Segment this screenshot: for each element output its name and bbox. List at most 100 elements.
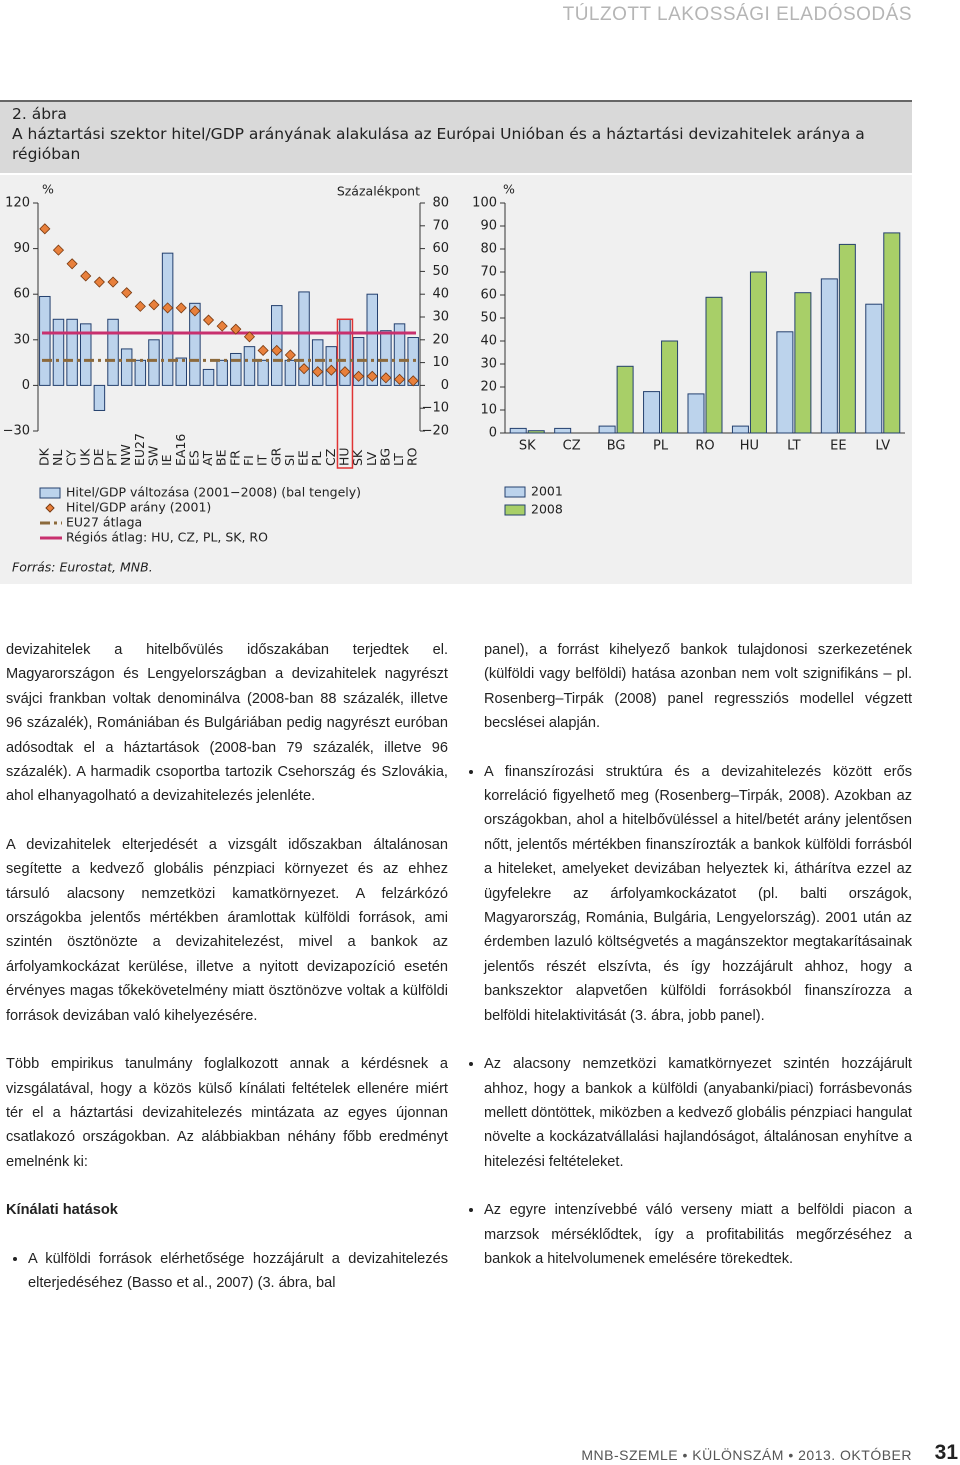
legend-label: EU27 átlaga <box>66 515 142 530</box>
diamond-marker <box>39 223 51 235</box>
x-tick-label: LT <box>787 439 800 454</box>
tick-label: 80 <box>432 196 449 211</box>
bar <box>202 368 215 386</box>
tick-label: 20 <box>432 332 449 347</box>
tick-label: 120 <box>5 196 30 211</box>
tick-label: 60 <box>480 288 497 303</box>
legend-swatch <box>504 486 526 498</box>
legend-swatch <box>45 503 55 513</box>
bar <box>554 427 572 434</box>
diamond-marker <box>243 331 256 343</box>
x-tick-label: ES <box>186 450 201 466</box>
bar <box>148 339 160 386</box>
x-tick-label: LV <box>875 439 890 454</box>
diamond-marker <box>325 364 337 376</box>
x-tick-label: FR <box>227 450 242 466</box>
bar <box>616 365 634 434</box>
right-column: panel), a forrást kihelyező bankok tulaj… <box>484 638 912 1295</box>
legend-swatch <box>39 487 61 499</box>
bar <box>161 252 174 386</box>
legend-label: 2001 <box>531 484 563 499</box>
bar <box>776 331 794 434</box>
tick-label: 10 <box>480 403 497 418</box>
diamond-marker <box>312 366 324 378</box>
diamond-marker <box>284 349 296 361</box>
tick-label: 30 <box>13 332 30 347</box>
bar <box>120 348 133 386</box>
legend-label: Hitel/GDP változása (2001−2008) (bal ten… <box>66 485 361 500</box>
tick-label: 50 <box>432 264 449 279</box>
diamond-marker <box>271 344 283 357</box>
x-tick-label: GR <box>268 447 283 466</box>
x-tick-label: CZ <box>563 439 581 454</box>
tick-label: 50 <box>480 311 497 326</box>
bar <box>216 359 228 386</box>
x-tick-label: EE <box>296 450 311 466</box>
tick-label: 60 <box>13 287 30 302</box>
tick-label: 70 <box>480 265 497 280</box>
x-tick-label: FI <box>241 455 256 466</box>
bar <box>393 323 406 386</box>
x-tick-label: CY <box>64 449 79 466</box>
legend-swatch <box>504 504 526 516</box>
legend-label: Hitel/GDP arány (2001) <box>66 500 211 515</box>
footer-journal: MNB-SZEMLE • KÜLÖNSZÁM • 2013. OKTÓBER <box>581 1447 912 1463</box>
x-tick-label: AT <box>200 450 215 466</box>
bar <box>66 318 78 386</box>
x-tick-label: HU <box>740 439 759 454</box>
tick-label: 20 <box>480 380 497 395</box>
diamond-marker <box>175 302 187 314</box>
x-tick-label: SI <box>282 454 297 466</box>
bar <box>189 302 201 386</box>
tick-label: 0 <box>22 378 30 393</box>
tick-label: −30 <box>3 424 30 439</box>
bar <box>93 384 106 411</box>
bullet: A külföldi források elérhetősége hozzájá… <box>28 1247 448 1296</box>
x-tick-label: BG <box>607 439 626 454</box>
x-tick-label: CZ <box>323 449 338 466</box>
bar <box>257 359 269 386</box>
bar <box>527 430 545 434</box>
bar <box>134 359 147 386</box>
tick-label: 10 <box>432 355 449 370</box>
diamond-marker <box>121 287 133 299</box>
x-tick-label: RO <box>405 447 420 466</box>
x-tick-label: PT <box>105 450 120 466</box>
x-tick-label: UK <box>77 448 92 466</box>
legend-label: 2008 <box>531 502 563 517</box>
diamond-marker <box>366 370 378 382</box>
x-tick-label: BE <box>214 449 229 466</box>
bar <box>687 393 705 434</box>
bar <box>883 232 901 434</box>
x-tick-label: EE <box>830 439 846 454</box>
tick-label: −20 <box>422 424 449 439</box>
bar <box>749 271 767 434</box>
diamond-marker <box>148 299 160 311</box>
y-axis-label: % <box>42 182 54 197</box>
x-tick-label: HU <box>336 447 351 466</box>
tick-label: 70 <box>432 218 449 233</box>
y2-axis-label: Százalékpont <box>337 184 420 199</box>
bar <box>107 318 119 386</box>
bar <box>230 352 242 386</box>
x-tick-label: DE <box>91 448 106 466</box>
diamond-marker <box>407 375 419 387</box>
figure-title: A háztartási szektor hitel/GDP arányának… <box>12 125 865 163</box>
bar <box>366 293 378 386</box>
bar <box>311 339 324 386</box>
bar <box>705 296 723 434</box>
figure-source: Forrás: Eurostat, MNB. <box>12 560 153 575</box>
bar <box>298 291 310 386</box>
tick-label: 100 <box>472 196 497 211</box>
diamond-marker <box>353 370 365 382</box>
tick-label: 40 <box>480 334 497 349</box>
bar <box>820 278 838 434</box>
bar <box>598 425 616 434</box>
tick-label: −10 <box>422 401 449 416</box>
bar <box>380 330 392 386</box>
bar <box>794 292 812 434</box>
bar <box>643 391 661 434</box>
diamond-marker <box>257 344 269 357</box>
tick-label: 0 <box>441 378 449 393</box>
diamond-marker <box>339 366 351 378</box>
